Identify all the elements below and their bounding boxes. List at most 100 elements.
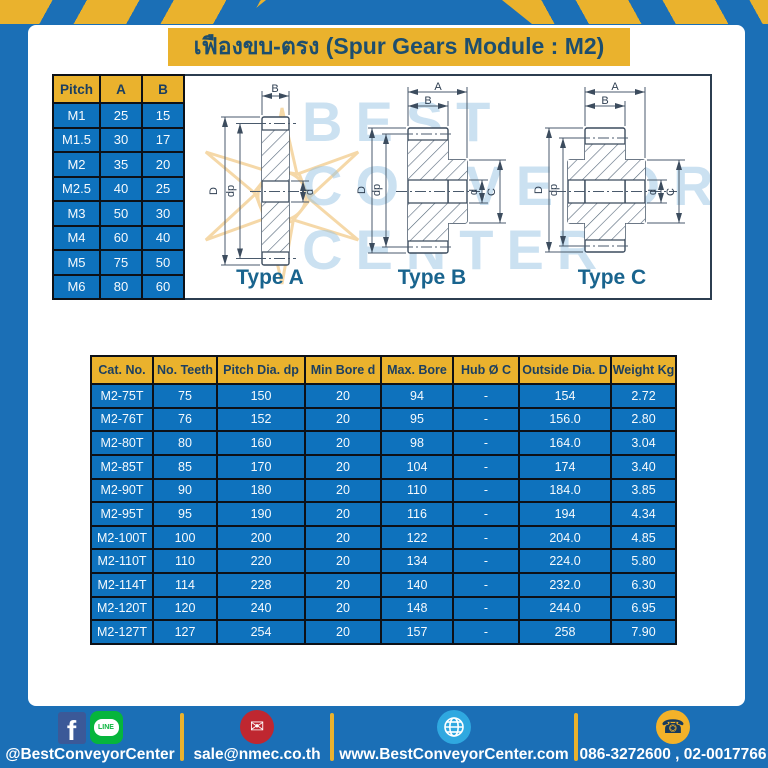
table-cell: 148 bbox=[380, 595, 454, 622]
globe-icon[interactable] bbox=[437, 710, 471, 744]
table-cell: - bbox=[452, 548, 520, 574]
table-cell: 184.0 bbox=[518, 477, 612, 504]
table-cell: 164.0 bbox=[518, 430, 612, 456]
footer: f LINE @BestConveyorCenter ✉ sale@nmec.c… bbox=[0, 706, 768, 768]
table-row: M2-76T 76 152 20 95-156.0 2.80 bbox=[90, 406, 677, 433]
table-cell: 114 bbox=[152, 572, 218, 598]
watermark-line: BEST bbox=[302, 90, 504, 153]
dim-label-B: B bbox=[271, 83, 278, 95]
table-cell: 40 bbox=[99, 175, 143, 202]
table-cell: - bbox=[452, 406, 520, 433]
table-cell: 95 bbox=[152, 501, 218, 527]
phone-numbers[interactable]: 086-3272600 , 02-0017766 bbox=[579, 746, 767, 763]
table-cell: 20 bbox=[304, 453, 382, 480]
website-url[interactable]: www.BestConveyorCenter.com bbox=[339, 746, 569, 763]
table-cell: M2 bbox=[52, 151, 101, 178]
type-a-label: Type A bbox=[236, 266, 304, 289]
footer-email: ✉ sale@nmec.co.th bbox=[184, 710, 330, 764]
table-cell: 20 bbox=[304, 383, 382, 409]
table-cell: 5.80 bbox=[610, 548, 677, 574]
table-cell: 98 bbox=[380, 430, 454, 456]
column-header: Pitch Dia. dp bbox=[216, 355, 306, 385]
table-cell: 35 bbox=[99, 151, 143, 178]
dim-label-A: A bbox=[611, 82, 619, 93]
table-cell: 220 bbox=[216, 548, 306, 574]
table-cell: M2-80T bbox=[90, 430, 154, 456]
dim-label-d: d bbox=[304, 189, 316, 195]
column-header: Cat. No. bbox=[90, 355, 154, 385]
table-cell: 90 bbox=[152, 477, 218, 504]
table-cell: 4.85 bbox=[610, 524, 677, 551]
table-cell: 174 bbox=[518, 453, 612, 480]
table-cell: 228 bbox=[216, 572, 306, 598]
table-cell: M5 bbox=[52, 249, 101, 276]
dim-label-d: d bbox=[647, 189, 659, 195]
table-cell: 157 bbox=[380, 619, 454, 645]
pitch-table-header: Pitch A B bbox=[52, 74, 185, 104]
table-cell: 94 bbox=[380, 383, 454, 409]
table-cell: 2.72 bbox=[610, 383, 677, 409]
type-a-drawing: B D dp d bbox=[208, 83, 316, 266]
dim-label-d: d bbox=[468, 189, 480, 195]
table-cell: M2-95T bbox=[90, 501, 154, 527]
table-cell: - bbox=[452, 524, 520, 551]
table-row: M5 75 50 bbox=[52, 249, 185, 276]
dim-label-B: B bbox=[424, 95, 431, 107]
table-cell: 254 bbox=[216, 619, 306, 645]
table-cell: M2-127T bbox=[90, 619, 154, 645]
table-cell: M2-110T bbox=[90, 548, 154, 574]
pitch-table: Pitch A B M1 25 15 M1.5 30 17 M2 35 20 M2.5 40 25 M3 50… bbox=[52, 74, 185, 300]
table-cell: 180 bbox=[216, 477, 306, 504]
type-b-drawing: A B D dp d C bbox=[356, 82, 506, 254]
table-cell: 4.34 bbox=[610, 501, 677, 527]
table-cell: 20 bbox=[304, 477, 382, 504]
table-cell: 244.0 bbox=[518, 595, 612, 622]
line-icon[interactable]: LINE bbox=[89, 711, 123, 744]
table-cell: 30 bbox=[141, 200, 185, 227]
table-cell: 20 bbox=[141, 151, 185, 178]
table-cell: 110 bbox=[380, 477, 454, 504]
email-address[interactable]: sale@nmec.co.th bbox=[193, 746, 321, 763]
table-row: M3 50 30 bbox=[52, 200, 185, 227]
column-header: No. Teeth bbox=[152, 355, 218, 385]
type-b-label: Type B bbox=[397, 266, 467, 289]
table-cell: 75 bbox=[99, 249, 143, 276]
table-row: M2.5 40 25 bbox=[52, 175, 185, 202]
facebook-icon[interactable]: f bbox=[57, 712, 86, 745]
table-row: M1 25 15 bbox=[52, 102, 185, 129]
table-cell: 20 bbox=[304, 430, 382, 456]
table-cell: 85 bbox=[152, 453, 218, 480]
table-cell: 140 bbox=[380, 572, 454, 598]
footer-divider bbox=[330, 713, 334, 761]
table-cell: 7.90 bbox=[610, 619, 677, 645]
table-cell: M3 bbox=[52, 200, 101, 227]
table-row: M1.5 30 17 bbox=[52, 126, 185, 153]
table-cell: - bbox=[452, 501, 520, 527]
table-cell: M1 bbox=[52, 102, 101, 129]
table-cell: 116 bbox=[380, 501, 454, 527]
table-cell: M4 bbox=[52, 224, 101, 251]
table-cell: 20 bbox=[304, 501, 382, 527]
email-icon[interactable]: ✉ bbox=[240, 710, 274, 744]
table-cell: M6 bbox=[52, 273, 101, 300]
column-header: Hub Ø C bbox=[452, 355, 520, 385]
table-cell: 50 bbox=[99, 200, 143, 227]
table-cell: M2-85T bbox=[90, 453, 154, 480]
footer-divider bbox=[574, 713, 578, 761]
table-cell: 110 bbox=[152, 548, 218, 574]
social-handle[interactable]: @BestConveyorCenter bbox=[5, 746, 175, 763]
table-cell: - bbox=[452, 572, 520, 598]
table-cell: M2-90T bbox=[90, 477, 154, 504]
table-row: M2-110T 110 220 20 134-224.0 5.80 bbox=[90, 548, 677, 574]
table-cell: 154 bbox=[518, 383, 612, 409]
table-cell: 20 bbox=[304, 548, 382, 574]
line-bubble-label: LINE bbox=[93, 719, 119, 736]
table-cell: 40 bbox=[141, 224, 185, 251]
table-cell: 30 bbox=[99, 126, 143, 153]
phone-icon[interactable]: ☎ bbox=[656, 710, 690, 744]
dim-label-D: D bbox=[356, 186, 368, 194]
table-row: M2-85T 85 170 20 104-174 3.40 bbox=[90, 453, 677, 480]
dim-label-dp: dp bbox=[548, 184, 560, 196]
column-header: Outside Dia. D bbox=[518, 355, 612, 385]
dim-label-C: C bbox=[486, 188, 498, 196]
